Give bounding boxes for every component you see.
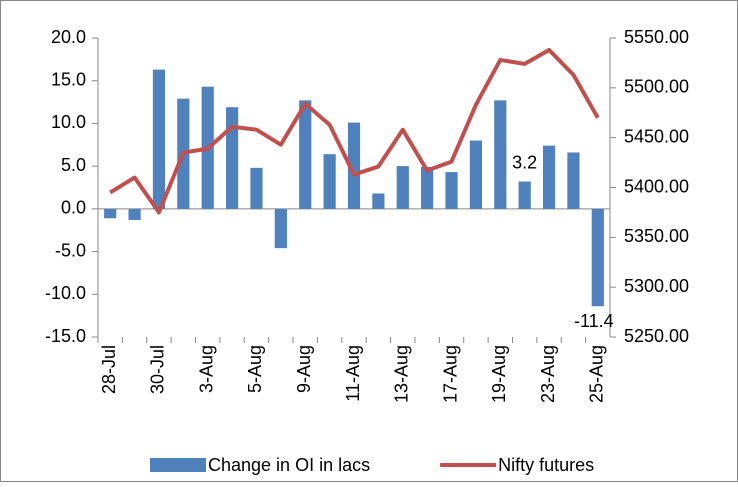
x-tick-label: 13-Aug — [392, 345, 412, 403]
legend-label: Nifty futures — [498, 455, 594, 475]
data-label: 3.2 — [512, 152, 537, 172]
x-tick-label: 9-Aug — [294, 345, 314, 393]
data-label: -11.4 — [574, 311, 614, 331]
legend-label: Change in OI in lacs — [208, 455, 370, 475]
x-tick-label: 30-Jul — [148, 345, 168, 394]
y-tick-label: 10.0 — [51, 112, 86, 132]
y2-tick-label: 5250.00 — [624, 326, 689, 346]
x-tick-label: 28-Jul — [99, 345, 119, 394]
bar — [226, 107, 239, 209]
bar — [299, 100, 312, 209]
bar — [494, 100, 507, 209]
y-tick-label: 15.0 — [51, 69, 86, 89]
bar — [469, 140, 482, 209]
y-tick-label: 20.0 — [51, 27, 86, 47]
x-tick-label: 17-Aug — [440, 345, 460, 403]
bar — [274, 208, 287, 249]
bar — [347, 122, 361, 209]
y2-tick-label: 5350.00 — [624, 226, 689, 246]
y-tick-label: -5.0 — [55, 240, 86, 260]
y-tick-label: 0.0 — [61, 198, 86, 218]
bar — [152, 69, 166, 209]
x-tick-label: 23-Aug — [538, 345, 558, 403]
line — [109, 47, 600, 215]
x-tick-label: 5-Aug — [245, 345, 265, 393]
bar — [591, 208, 604, 307]
y2-tick-label: 5300.00 — [624, 276, 689, 296]
bar — [372, 193, 385, 209]
bar — [104, 208, 117, 219]
bar — [445, 172, 458, 209]
bar — [542, 145, 556, 209]
bar — [567, 152, 580, 209]
bar — [396, 166, 409, 209]
y-tick-label: -15.0 — [45, 326, 86, 346]
y2-tick-label: 5550.00 — [624, 27, 689, 47]
bar — [128, 208, 141, 220]
legend-swatch — [150, 458, 206, 472]
y2-tick-label: 5450.00 — [624, 126, 689, 146]
x-tick-label: 11-Aug — [343, 345, 363, 402]
y2-tick-label: 5400.00 — [624, 176, 689, 196]
bar — [518, 181, 531, 209]
x-tick-label: 19-Aug — [489, 345, 509, 403]
y-tick-label: 5.0 — [61, 155, 86, 175]
bar — [323, 154, 336, 209]
x-tick-label: 3-Aug — [196, 345, 216, 393]
y-tick-label: -10.0 — [45, 283, 86, 303]
x-tick-label: 25-Aug — [587, 345, 607, 403]
bar — [421, 166, 434, 209]
y2-tick-label: 5500.00 — [624, 77, 689, 97]
bar — [250, 167, 263, 209]
